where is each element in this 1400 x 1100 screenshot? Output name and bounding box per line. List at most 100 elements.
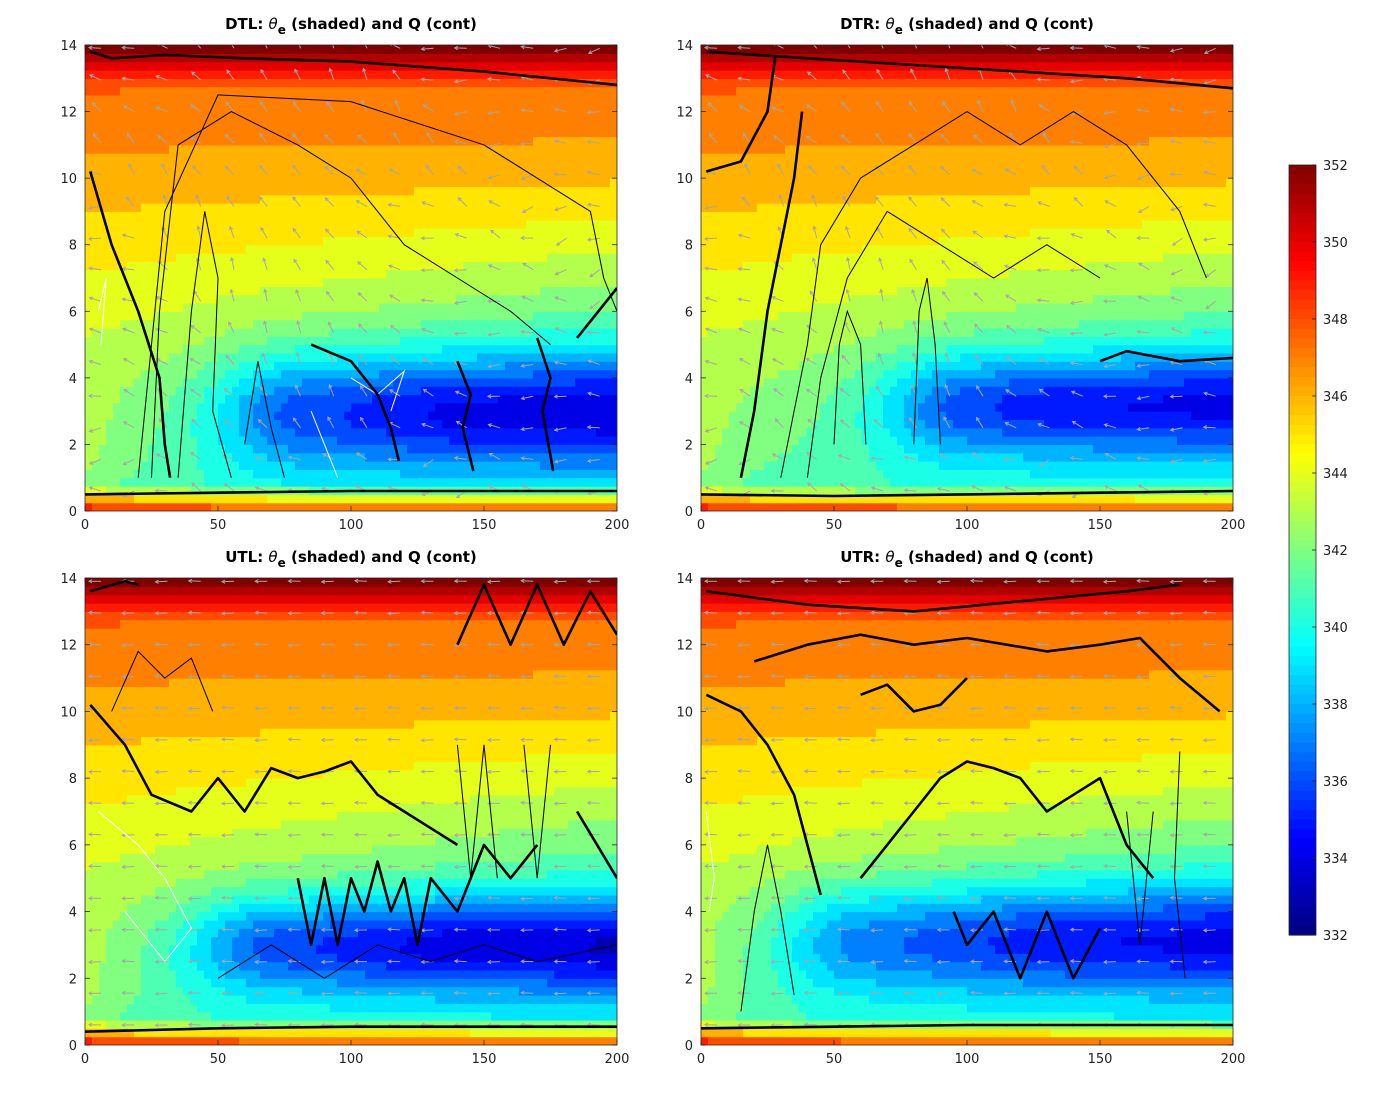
shade-cell <box>477 311 485 321</box>
shade-cell <box>197 411 205 421</box>
shade-cell <box>533 103 541 113</box>
shade-cell <box>442 394 450 404</box>
shade-cell <box>141 477 149 487</box>
wind-vector <box>521 46 534 49</box>
shade-cell <box>596 94 604 104</box>
shade-cell <box>190 219 198 229</box>
shade-cell <box>113 244 121 254</box>
shade-cell <box>155 278 163 287</box>
shade-cell <box>512 119 520 129</box>
shade-cell <box>127 178 135 188</box>
shade-cell <box>603 136 611 146</box>
shade-cell <box>575 294 583 304</box>
shade-cell <box>428 502 436 511</box>
shade-cell <box>379 261 387 271</box>
shade-cell <box>603 369 611 379</box>
shade-cell <box>155 419 163 429</box>
shade-cell <box>288 219 296 229</box>
shade-cell <box>225 111 233 121</box>
shade-cell <box>365 186 373 196</box>
shade-cell <box>274 427 282 437</box>
shade-cell <box>330 261 338 271</box>
shade-cell <box>253 136 261 146</box>
shade-cell <box>204 119 212 129</box>
shade-cell <box>134 186 142 196</box>
shade-cell <box>386 244 394 254</box>
wind-vector <box>488 264 501 271</box>
shade-cell <box>281 153 289 163</box>
wind-vector <box>226 69 235 81</box>
shade-cell <box>176 203 184 213</box>
shade-cell <box>358 336 366 346</box>
shade-cell <box>568 286 576 296</box>
shade-cell <box>113 477 121 487</box>
shade-cell <box>400 86 408 96</box>
shade-cell <box>519 494 527 504</box>
shade-cell <box>351 386 359 396</box>
shade-cell <box>372 219 380 229</box>
shade-cell <box>218 253 226 262</box>
shade-cell <box>589 494 597 504</box>
shade-cell <box>463 186 471 196</box>
shade-cell <box>498 302 506 312</box>
shade-cell <box>484 427 492 437</box>
shade-cell <box>337 203 345 213</box>
shade-cell <box>715 153 723 163</box>
shade-cell <box>176 94 184 104</box>
shade-cell <box>505 402 513 412</box>
shade-cell <box>554 253 562 262</box>
shade-cell <box>526 336 534 346</box>
shade-cell <box>302 502 310 511</box>
shade-cell <box>99 178 107 188</box>
shade-cell <box>211 153 219 163</box>
shade-cell <box>169 236 177 246</box>
shade-cell <box>232 94 240 104</box>
shade-cell <box>190 94 198 104</box>
shade-cell <box>267 161 275 171</box>
shade-cell <box>596 261 604 271</box>
shade-cell <box>127 211 135 221</box>
shade-cell <box>610 153 617 163</box>
shade-cell <box>232 494 240 504</box>
shade-cell <box>435 494 443 504</box>
shade-cell <box>99 486 107 495</box>
shade-cell <box>428 477 436 487</box>
shade-cell <box>498 236 506 246</box>
shade-cell <box>169 336 177 346</box>
shade-cell <box>281 278 289 287</box>
shade-cell <box>589 444 597 454</box>
shade-cell <box>155 45 163 54</box>
shade-cell <box>239 427 247 437</box>
shade-cell <box>267 94 275 104</box>
shade-cell <box>505 169 513 179</box>
shade-cell <box>176 169 184 179</box>
shade-cell <box>127 394 135 404</box>
shade-cell <box>533 153 541 163</box>
shade-cell <box>428 78 436 88</box>
shade-cell <box>372 153 380 163</box>
shade-cell <box>386 386 394 396</box>
shade-cell <box>596 128 604 138</box>
shade-cell <box>414 78 422 88</box>
shade-cell <box>295 294 303 304</box>
wind-vector-head <box>389 294 394 299</box>
shade-cell <box>610 203 617 213</box>
shade-cell <box>582 119 590 129</box>
wind-vector-head <box>488 453 493 457</box>
shade-cell <box>449 61 457 71</box>
shade-cell <box>99 269 107 279</box>
shade-cell <box>708 502 716 511</box>
shade-cell <box>610 427 617 437</box>
shade-cell <box>134 219 142 229</box>
shade-cell <box>295 369 303 379</box>
shade-cell <box>372 461 380 470</box>
shade-cell <box>547 436 555 446</box>
shade-cell <box>302 119 310 129</box>
shade-cell <box>722 411 730 421</box>
shade-cell <box>554 78 562 88</box>
shade-cell <box>596 461 604 470</box>
shade-cell <box>407 186 415 196</box>
shade-cell <box>449 253 457 262</box>
wind-vector <box>421 47 434 50</box>
shade-cell <box>323 78 331 88</box>
